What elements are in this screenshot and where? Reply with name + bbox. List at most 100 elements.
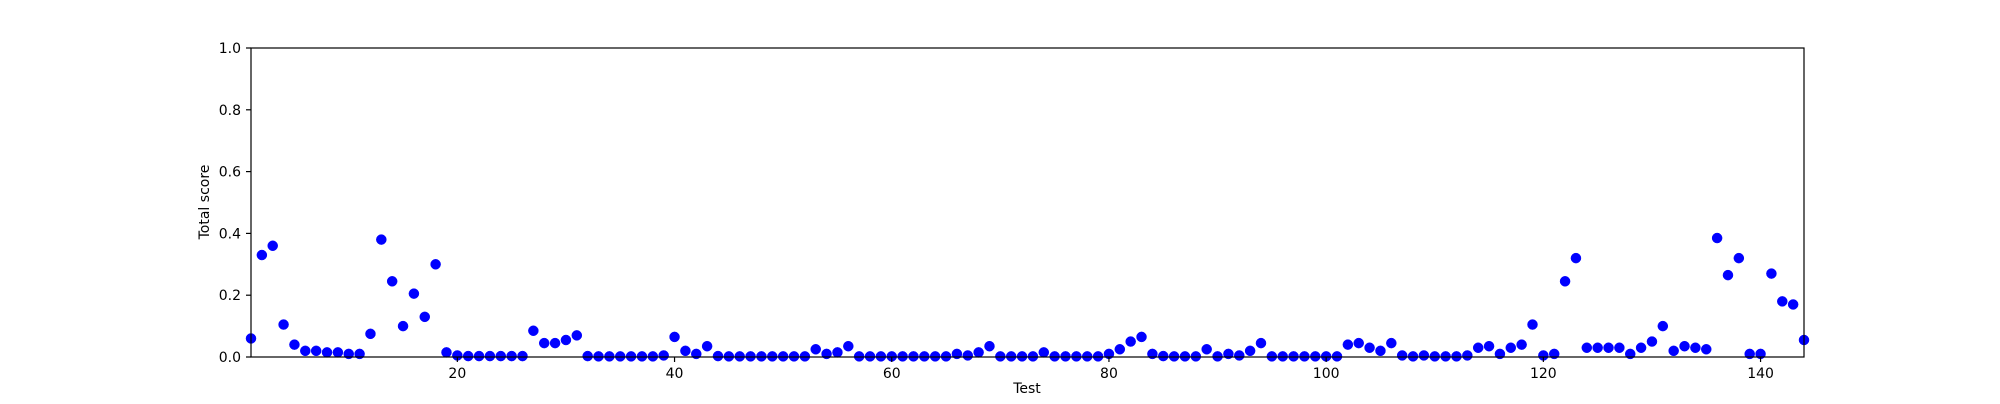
data-point-86	[1168, 351, 1180, 362]
data-point-67	[962, 350, 974, 361]
data-point-113	[1462, 350, 1473, 361]
data-point-53	[810, 344, 821, 355]
data-point-98	[1299, 351, 1310, 362]
data-point-51	[788, 351, 800, 362]
data-point-92	[1234, 350, 1245, 361]
data-point-33	[593, 351, 604, 362]
data-point-75	[1049, 351, 1060, 362]
data-point-63	[919, 351, 930, 362]
data-point-79	[1092, 351, 1104, 362]
data-point-17	[419, 311, 431, 323]
data-point-45	[723, 351, 735, 362]
data-point-135	[1701, 344, 1712, 355]
data-point-108	[1407, 351, 1419, 362]
data-point-39	[658, 350, 669, 361]
data-point-95	[1266, 351, 1278, 362]
data-point-70	[995, 351, 1006, 362]
data-point-35	[614, 351, 626, 362]
data-point-74	[1038, 347, 1050, 358]
labels-layer: Test Total score	[197, 165, 1041, 397]
data-point-47	[745, 351, 756, 362]
data-point-142	[1777, 296, 1788, 307]
y-tick-label-0.2: 0.2	[219, 288, 241, 304]
x-tick-label-20: 20	[448, 366, 466, 382]
data-point-114	[1472, 342, 1484, 353]
data-point-138	[1733, 252, 1745, 264]
data-point-104	[1364, 342, 1375, 353]
data-point-27	[528, 325, 539, 336]
data-point-31	[571, 330, 583, 341]
data-point-105	[1375, 345, 1386, 357]
y-axis-label: Total score	[197, 165, 213, 241]
data-point-29	[549, 337, 561, 349]
data-point-69	[984, 340, 995, 352]
y-tick-label-0: 0.0	[219, 350, 241, 366]
data-point-124	[1581, 342, 1593, 353]
data-point-58	[864, 351, 876, 362]
data-point-14	[386, 276, 398, 287]
data-point-2	[256, 249, 268, 261]
data-point-77	[1071, 351, 1082, 362]
data-point-87	[1179, 351, 1191, 362]
data-point-62	[908, 351, 919, 362]
data-point-133	[1679, 340, 1690, 352]
x-tick-label-40: 40	[666, 366, 684, 382]
data-point-123	[1570, 252, 1582, 264]
plot-area	[251, 48, 1804, 357]
data-point-101	[1331, 351, 1343, 362]
data-point-129	[1635, 342, 1647, 353]
data-point-93	[1244, 345, 1256, 357]
data-point-127	[1614, 342, 1625, 353]
x-tick-label-60: 60	[883, 366, 901, 382]
data-point-72	[1016, 351, 1028, 362]
data-point-61	[897, 351, 908, 362]
data-point-73	[1027, 351, 1039, 362]
data-point-52	[799, 351, 811, 362]
data-point-81	[1114, 344, 1126, 355]
data-point-109	[1418, 350, 1430, 361]
y-tick-label-1: 1.0	[219, 41, 241, 57]
data-point-4	[278, 319, 289, 330]
data-point-132	[1668, 345, 1679, 357]
data-point-41	[680, 345, 691, 357]
data-point-68	[973, 347, 984, 358]
data-point-122	[1559, 276, 1571, 287]
data-point-30	[560, 334, 572, 346]
data-point-90	[1212, 351, 1223, 362]
data-point-48	[756, 351, 767, 362]
data-point-137	[1722, 269, 1734, 281]
data-point-141	[1766, 268, 1777, 279]
data-point-111	[1440, 351, 1451, 362]
data-point-130	[1646, 336, 1658, 347]
data-point-89	[1201, 344, 1212, 355]
data-point-64	[929, 351, 941, 362]
data-point-99	[1310, 351, 1321, 362]
x-tick-label-100: 100	[1313, 366, 1340, 382]
data-point-78	[1081, 351, 1093, 362]
data-point-71	[1005, 351, 1017, 362]
y-tick-label-0.6: 0.6	[219, 165, 241, 181]
data-point-118	[1516, 339, 1527, 350]
data-point-26	[517, 350, 528, 362]
data-point-9	[332, 347, 344, 358]
x-axis-label: Test	[1012, 381, 1041, 397]
data-point-37	[636, 351, 648, 362]
data-point-56	[843, 340, 854, 352]
y-tick-label-0.4: 0.4	[219, 226, 241, 242]
data-point-119	[1527, 319, 1538, 330]
data-point-8	[321, 347, 333, 358]
data-point-34	[604, 351, 615, 362]
data-point-112	[1451, 351, 1462, 362]
data-point-12	[365, 328, 376, 340]
data-point-59	[875, 351, 887, 362]
data-point-76	[1060, 351, 1071, 362]
data-point-96	[1277, 351, 1288, 362]
data-point-5	[289, 339, 300, 350]
data-point-126	[1603, 342, 1614, 353]
axes-frame	[250, 47, 1805, 358]
data-point-25	[506, 350, 517, 362]
data-point-50	[777, 351, 789, 362]
data-point-15	[397, 320, 409, 332]
